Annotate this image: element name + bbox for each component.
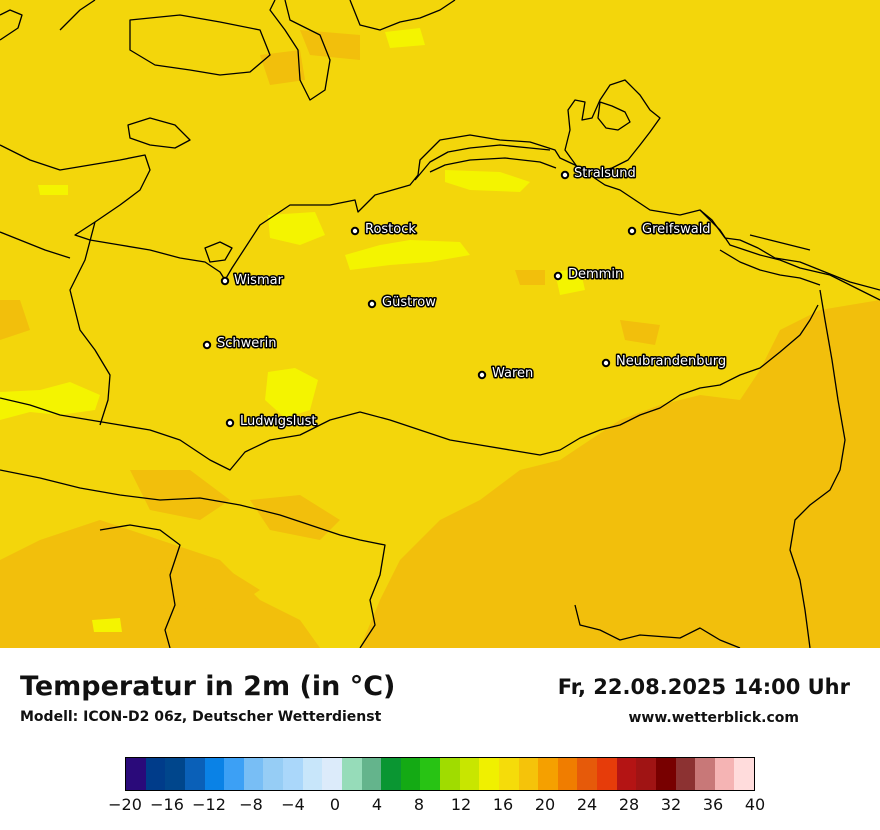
colorbar-cell	[243, 758, 264, 790]
colorbar-tick-label: −16	[150, 795, 184, 814]
city-dot	[367, 299, 377, 309]
colorbar-cell	[341, 758, 362, 790]
map-borders	[0, 0, 880, 648]
city-label-greifswald: Greifswald	[642, 222, 711, 237]
colorbar-cell	[145, 758, 166, 790]
colorbar-tick-label: −20	[108, 795, 142, 814]
colorbar-tick-label: 20	[534, 795, 556, 814]
city-label-waren: Waren	[492, 366, 533, 381]
colorbar-cell	[655, 758, 676, 790]
city-markers: Stralsund Rostock Greifswald Wismar Demm…	[202, 165, 728, 431]
colorbar-cell	[263, 758, 283, 790]
website-link[interactable]: www.wetterblick.com	[628, 710, 800, 726]
colorbar-tick-label: 0	[329, 795, 341, 814]
colorbar-cell	[675, 758, 696, 790]
colorbar-tick-label: 36	[702, 795, 724, 814]
cool-zones	[0, 28, 585, 632]
city-label-rostock: Rostock	[365, 222, 416, 237]
colorbar-ticks: −20 −16 −12 −8 −4 0 4 8 12 16 20 24 28 32 36 40	[108, 795, 765, 819]
colorbar-tick-label: −12	[192, 795, 226, 814]
city-dot	[350, 226, 360, 236]
colorbar-tick-label: 12	[450, 795, 472, 814]
colorbar-tick-label: 28	[618, 795, 640, 814]
colorbar-tick-label: 40	[744, 795, 766, 814]
colorbar-tick-label: −4	[281, 795, 305, 814]
colorbar-cell	[459, 758, 480, 790]
colorbar-cell	[538, 758, 558, 790]
colorbar-cell	[695, 758, 715, 790]
city-dot	[477, 370, 487, 380]
colorbar-cell	[479, 758, 499, 790]
city-dot	[202, 340, 212, 350]
colorbar-cell	[597, 758, 617, 790]
forecast-datetime: Fr, 22.08.2025 14:00 Uhr	[557, 675, 850, 699]
colorbar-tick-label: 32	[660, 795, 682, 814]
temperature-map: Stralsund Rostock Greifswald Wismar Demm…	[0, 0, 880, 648]
colorbar-cell	[224, 758, 244, 790]
city-dot	[220, 276, 230, 286]
city-dot	[601, 358, 611, 368]
colorbar-cell	[636, 758, 656, 790]
colorbar-cell	[204, 758, 225, 790]
colorbar-tick-label: 4	[371, 795, 383, 814]
city-label-wismar: Wismar	[234, 273, 284, 288]
colorbar-cell	[165, 758, 185, 790]
city-dot	[560, 170, 570, 180]
colorbar-cell	[616, 758, 637, 790]
map-title: Temperatur in 2m (in °C)	[20, 671, 396, 702]
colorbar-cell	[734, 758, 754, 790]
city-label-stralsund: Stralsund	[574, 166, 636, 181]
colorbar-cell	[714, 758, 735, 790]
colorbar-cell	[577, 758, 597, 790]
city-dot	[553, 271, 563, 281]
colorbar-cell	[322, 758, 342, 790]
warm-zones	[0, 30, 880, 648]
city-label-guestrow: Güstrow	[382, 295, 436, 310]
colorbar-cell	[557, 758, 578, 790]
colorbar-cell	[184, 758, 205, 790]
model-info: Modell: ICON-D2 06z, Deutscher Wetterdie…	[20, 709, 382, 725]
colorbar-tick-label: −8	[239, 795, 263, 814]
colorbar-tick-label: 8	[413, 795, 425, 814]
colorbar-cell	[440, 758, 460, 790]
colorbar-cell	[518, 758, 539, 790]
colorbar-cell	[126, 758, 146, 790]
colorbar-cell	[420, 758, 440, 790]
city-label-neubrandenburg: Neubrandenburg	[616, 354, 726, 369]
temperature-colorbar	[125, 757, 755, 791]
colorbar-cell	[302, 758, 323, 790]
colorbar-tick-label: 16	[492, 795, 514, 814]
colorbar-cell	[283, 758, 303, 790]
colorbar-cell	[400, 758, 421, 790]
city-label-ludwigslust: Ludwigslust	[240, 414, 317, 429]
colorbar-tick-label: 24	[576, 795, 598, 814]
colorbar-cell	[498, 758, 519, 790]
city-label-schwerin: Schwerin	[217, 336, 276, 351]
colorbar-cell	[381, 758, 401, 790]
city-dot	[225, 418, 235, 428]
colorbar-cell	[361, 758, 382, 790]
city-label-demmin: Demmin	[568, 267, 623, 282]
city-dot	[627, 226, 637, 236]
